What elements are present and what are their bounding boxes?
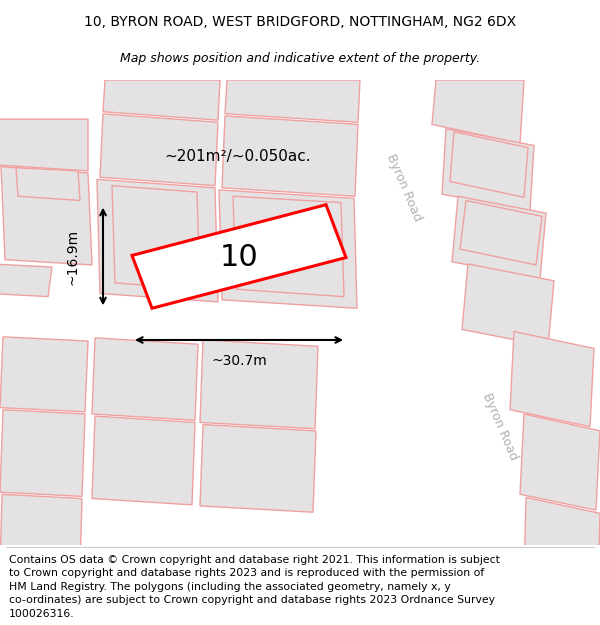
Polygon shape (200, 424, 316, 512)
Polygon shape (16, 168, 80, 201)
Text: Contains OS data © Crown copyright and database right 2021. This information is : Contains OS data © Crown copyright and d… (9, 554, 500, 619)
Polygon shape (92, 338, 198, 420)
Polygon shape (0, 119, 88, 171)
Polygon shape (460, 201, 542, 265)
Polygon shape (0, 264, 52, 297)
Polygon shape (103, 80, 220, 120)
Text: Map shows position and indicative extent of the property.: Map shows position and indicative extent… (120, 52, 480, 65)
Text: ~30.7m: ~30.7m (211, 354, 267, 368)
Text: 10: 10 (220, 243, 259, 272)
Text: Byron Road: Byron Road (480, 391, 520, 462)
Text: ~201m²/~0.050ac.: ~201m²/~0.050ac. (164, 149, 311, 164)
Polygon shape (462, 264, 554, 346)
Polygon shape (362, 80, 510, 371)
Polygon shape (524, 498, 600, 594)
Polygon shape (452, 196, 546, 279)
Polygon shape (520, 414, 600, 510)
Text: Byron Road: Byron Road (384, 152, 424, 224)
Polygon shape (0, 494, 82, 572)
Polygon shape (132, 205, 346, 308)
Polygon shape (455, 371, 600, 577)
Polygon shape (0, 410, 85, 496)
Polygon shape (0, 299, 600, 442)
Polygon shape (225, 80, 360, 122)
Polygon shape (233, 196, 344, 297)
Polygon shape (0, 77, 600, 221)
Polygon shape (200, 340, 318, 429)
Polygon shape (219, 190, 357, 308)
Polygon shape (0, 526, 600, 625)
Polygon shape (222, 116, 358, 196)
Polygon shape (432, 80, 524, 143)
Polygon shape (97, 179, 218, 302)
Text: 10, BYRON ROAD, WEST BRIDGFORD, NOTTINGHAM, NG2 6DX: 10, BYRON ROAD, WEST BRIDGFORD, NOTTINGH… (84, 14, 516, 29)
Text: ~16.9m: ~16.9m (66, 228, 80, 284)
Polygon shape (0, 337, 88, 412)
Polygon shape (92, 416, 195, 505)
Polygon shape (1, 167, 92, 265)
Polygon shape (450, 132, 528, 198)
Polygon shape (100, 114, 218, 186)
Polygon shape (510, 331, 594, 427)
Polygon shape (112, 186, 200, 289)
Polygon shape (442, 129, 534, 211)
